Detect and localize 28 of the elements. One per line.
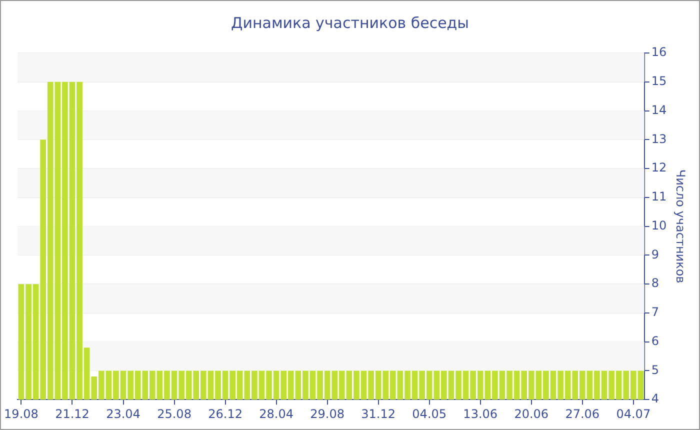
- y-tick-label: 14: [651, 102, 667, 117]
- x-tick-label: 04.07: [616, 406, 651, 421]
- y-tick-label: 4: [651, 392, 659, 406]
- y-tick-label: 10: [651, 218, 667, 232]
- x-tick-label: 19.08: [4, 406, 38, 421]
- y-tick-label: 16: [651, 45, 667, 60]
- y-tick-label: 13: [651, 132, 667, 146]
- x-tick-label: 29.08: [310, 406, 344, 421]
- x-tick-label: 13.06: [463, 406, 498, 421]
- x-tick-label: 23.04: [106, 406, 140, 421]
- y-tick-label: 9: [651, 247, 659, 262]
- chart-title: Динамика участников беседы: [230, 14, 470, 32]
- x-tick-label: 20.06: [514, 406, 549, 421]
- y-tick-label: 6: [651, 334, 659, 348]
- x-tick-label: 28.04: [259, 406, 294, 421]
- y-tick-label: 11: [651, 190, 667, 204]
- x-tick-label: 21.12: [55, 406, 90, 421]
- y-tick-label: 5: [651, 362, 659, 377]
- x-tick-label: 31.12: [361, 406, 396, 421]
- x-tick-label: 25.08: [157, 406, 192, 421]
- x-tick-label: 27.06: [565, 406, 600, 421]
- y-axis-title: Число участников: [674, 169, 688, 284]
- y-tick-label: 12: [651, 160, 667, 175]
- y-tick-label: 8: [651, 276, 659, 290]
- x-tick-label: 26.12: [208, 406, 242, 421]
- x-tick-label: 04.05: [412, 406, 447, 421]
- y-tick-label: 7: [651, 305, 659, 320]
- y-tick-label: 15: [651, 74, 667, 88]
